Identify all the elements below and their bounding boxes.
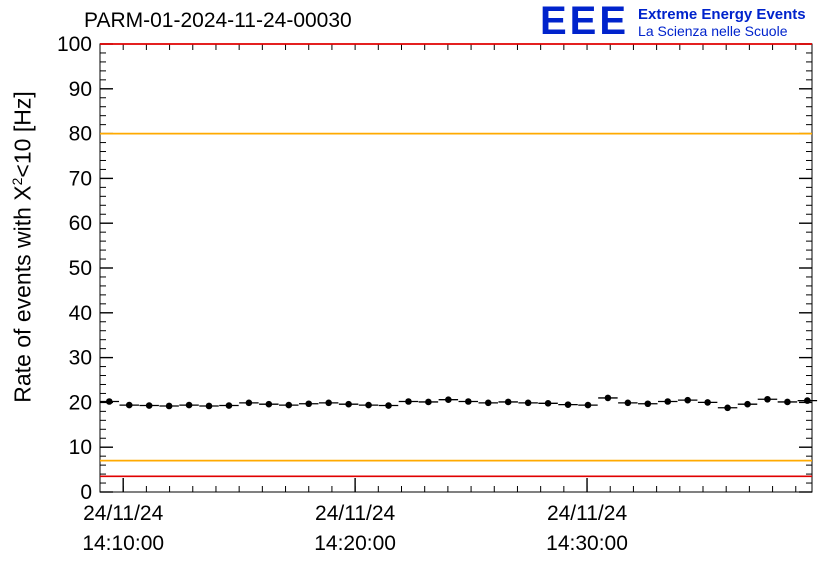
data-point-marker [105,398,113,405]
y-tick-label: 40 [69,302,92,325]
y-axis-label-suffix: <10 [Hz] [9,91,36,178]
eee-logo-text: EEE [540,0,630,43]
data-point-marker [165,402,173,410]
data-point-marker [724,404,731,412]
data-point-marker [365,401,372,409]
data-point-marker [624,399,632,407]
data-point-marker [464,398,472,405]
eee-logo: EEE Extreme Energy Events La Scienza nel… [540,0,806,43]
x-tick-label-date: 24/11/24 [315,502,396,525]
data-point-marker [145,402,153,409]
chart-title: PARM-01-2024-11-24-00030 [84,9,352,32]
x-tick-label-time: 14:10:00 [82,532,164,555]
data-point-marker [504,398,512,406]
logo-caption-line1: Extreme Energy Events [638,6,806,23]
data-point-marker [385,402,392,409]
y-tick-label: 100 [57,33,92,56]
y-tick-label: 20 [69,391,92,414]
data-point-marker [225,402,233,409]
y-tick-label: 80 [69,123,92,146]
data-point-marker [604,394,612,402]
y-tick-label: 0 [80,481,92,504]
data-point-marker [205,402,213,410]
plot-frame [99,43,813,493]
data-point-marker [764,395,771,403]
data-point-marker [744,400,751,408]
y-axis-label-prefix: Rate of events with X [9,185,36,403]
data-point-marker [285,401,293,409]
data-point-marker [664,398,672,405]
data-point-marker [644,400,652,408]
data-point-marker [445,396,452,404]
data-point-marker [185,401,193,409]
y-tick-label: 70 [69,167,92,190]
y-axis-label: Rate of events with X2<10 [Hz] [9,31,39,463]
data-point-marker [245,399,253,407]
y-tick-label: 10 [69,436,92,459]
data-point-marker [305,400,313,408]
logo-caption-line2: La Scienza nelle Scuole [638,23,788,39]
data-point-marker [125,401,133,409]
y-tick-label: 90 [69,78,92,101]
data-point-marker [325,399,332,407]
data-point-marker [704,399,711,406]
x-tick-label-time: 14:20:00 [314,532,396,555]
data-point-marker [684,396,691,404]
data-point-marker [425,398,432,406]
data-point-marker [524,399,532,407]
y-tick-label: 50 [69,257,92,280]
data-point-marker [345,400,352,408]
data-point-marker [265,400,273,408]
data-point-marker [405,398,412,405]
data-point-marker [484,399,492,407]
data-point-marker [784,398,791,406]
eee-logo-caption: Extreme Energy Events La Scienza nelle S… [638,2,806,39]
x-tick-label-date: 24/11/24 [83,502,164,525]
data-point-marker [584,401,592,409]
data-point-marker [804,397,811,404]
data-point-marker [564,401,572,408]
data-point-marker [544,399,552,407]
x-tick-label-date: 24/11/24 [547,502,628,525]
y-axis-label-sup: 2 [9,177,25,186]
y-tick-label: 30 [69,347,92,370]
x-tick-label-time: 14:30:00 [546,532,628,555]
y-tick-label: 60 [69,212,92,235]
